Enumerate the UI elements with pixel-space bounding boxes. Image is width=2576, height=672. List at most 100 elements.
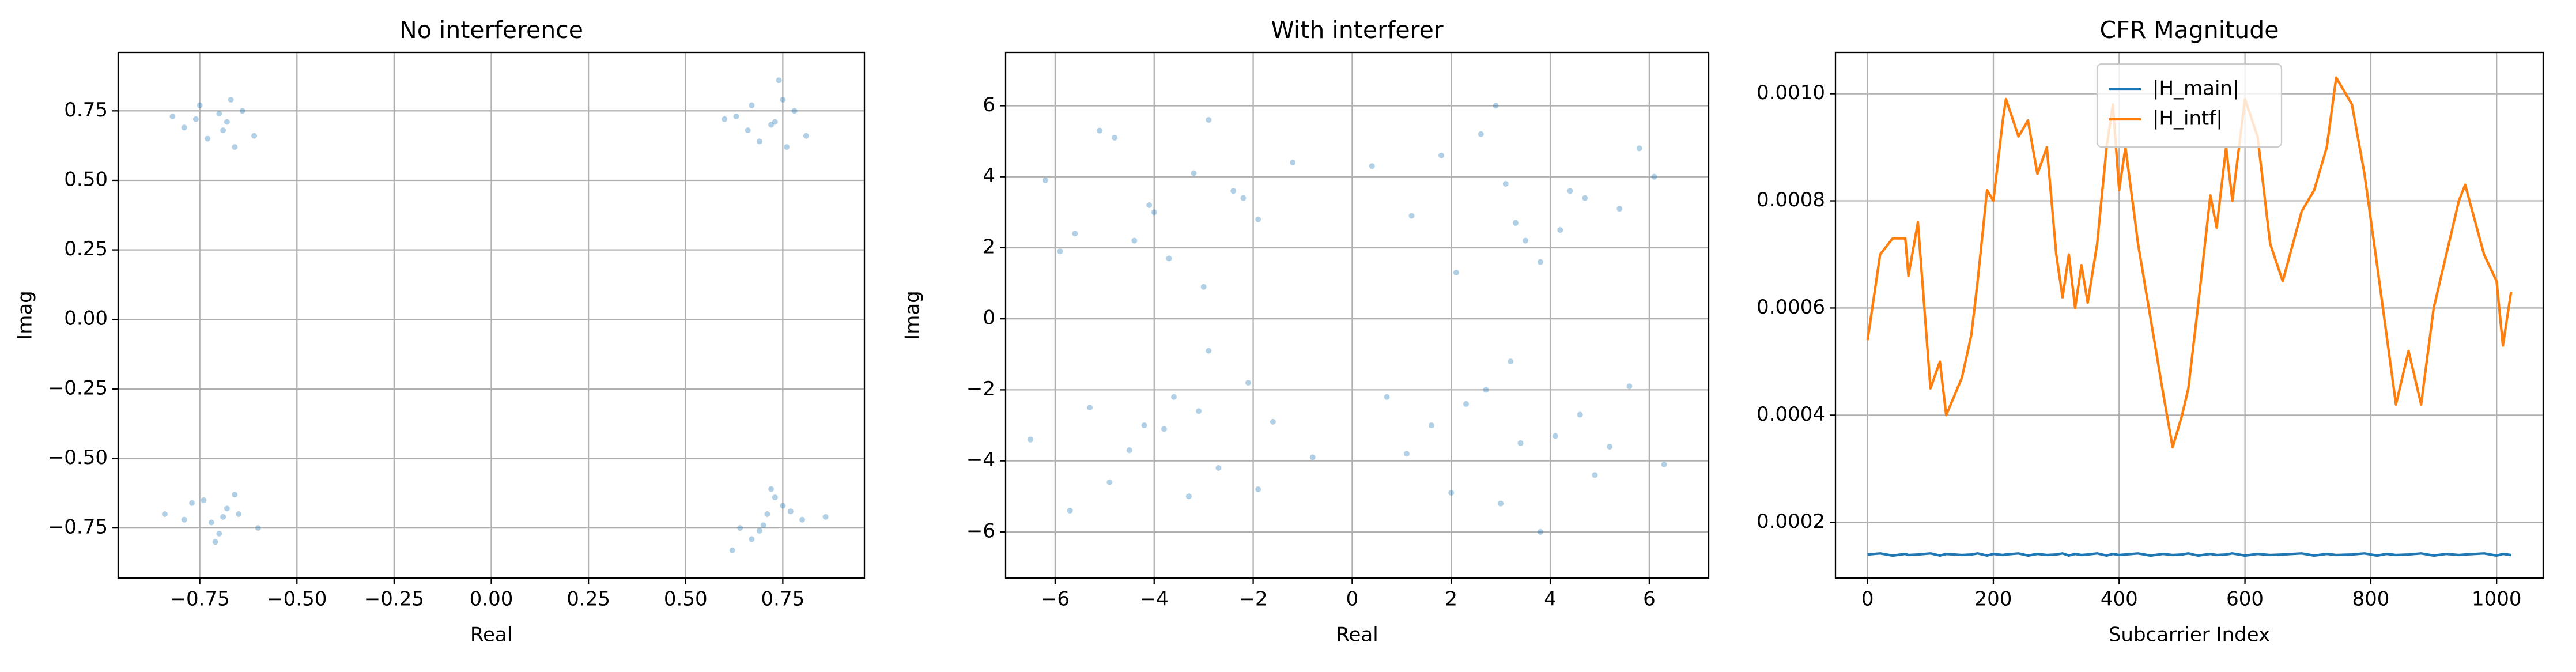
scatter-point: [216, 111, 222, 117]
x-tick-label: 600: [2226, 588, 2264, 611]
x-tick-label: 0.00: [470, 588, 513, 611]
y-tick-label: 0.25: [64, 237, 108, 261]
scatter-point: [232, 144, 238, 150]
scatter-point: [208, 519, 214, 526]
scatter-point: [216, 530, 222, 537]
y-tick-label: 0.0002: [1757, 510, 1825, 533]
scatter-point: [220, 514, 226, 520]
subplot-title: CFR Magnitude: [2100, 16, 2279, 44]
y-tick-label: −2: [966, 377, 995, 401]
scatter-point: [1185, 493, 1192, 500]
y-tick-label: −6: [966, 519, 995, 542]
y-tick-label: −0.50: [48, 446, 108, 469]
x-tick-label: −4: [1140, 588, 1169, 611]
line-series: [1866, 76, 2513, 449]
scatter-point: [1478, 131, 1484, 137]
scatter-point: [787, 508, 794, 515]
scatter-point: [1171, 394, 1177, 400]
scatter-point: [772, 494, 778, 501]
y-tick-label: 0.50: [64, 168, 108, 191]
scatter-point: [201, 497, 207, 503]
scatter-point: [1106, 479, 1113, 485]
scatter-point: [236, 511, 242, 518]
scatter-point: [232, 492, 238, 498]
y-axis-label: Imag: [14, 290, 37, 340]
scatter-point: [1626, 383, 1633, 390]
scatter-point: [197, 102, 203, 108]
x-tick-label: 0: [1346, 588, 1359, 611]
scatter-point: [1141, 422, 1147, 429]
scatter-point: [212, 539, 218, 545]
scatter-point: [1523, 237, 1529, 244]
x-tick-label: −2: [1239, 588, 1268, 611]
scatter-point: [1245, 380, 1251, 386]
x-axis-label: Subcarrier Index: [2109, 624, 2270, 647]
scatter-point: [1206, 348, 1212, 354]
legend-label: |H_intf|: [2152, 107, 2223, 130]
scatter-point: [1577, 411, 1583, 418]
scatter-point: [228, 97, 234, 103]
scatter-point: [756, 138, 762, 145]
scatter-point: [1512, 220, 1519, 226]
scatter-point: [1408, 213, 1415, 219]
scatter-point: [1607, 444, 1613, 450]
axes-frame: [117, 51, 866, 579]
scatter-point: [768, 122, 775, 128]
scatter-point: [1403, 451, 1410, 457]
scatter-point: [772, 119, 778, 125]
scatter-point: [1502, 181, 1509, 187]
y-tick-label: 4: [983, 164, 995, 187]
y-tick-label: 0: [983, 307, 995, 330]
scatter-point: [192, 116, 199, 122]
y-axis-label: Imag: [901, 290, 924, 340]
y-tick-label: 0.0006: [1757, 296, 1825, 319]
scatter-point: [181, 516, 187, 523]
scatter-point: [822, 514, 829, 520]
scatter-point: [1240, 195, 1247, 201]
subplot-title: With interferer: [1271, 16, 1443, 44]
x-axis-label: Real: [1336, 624, 1378, 647]
scatter-point: [1166, 255, 1172, 262]
scatter-point: [768, 486, 775, 492]
x-tick-label: −0.50: [267, 588, 327, 611]
scatter-point: [1097, 127, 1103, 134]
scatter-point: [1215, 465, 1222, 471]
scatter-point: [1200, 284, 1207, 290]
scatter-point: [749, 102, 755, 108]
y-tick-label: 6: [983, 93, 995, 116]
scatter-point: [169, 113, 176, 119]
scatter-point: [1255, 216, 1261, 222]
scatter-point: [1498, 500, 1504, 507]
y-tick-label: −0.75: [48, 516, 108, 539]
scatter-point: [181, 124, 187, 131]
scatter-point: [1255, 486, 1261, 492]
y-tick-label: 0.00: [64, 307, 108, 330]
scatter-point: [1651, 173, 1657, 180]
scatter-point: [1087, 405, 1093, 411]
scatter-point: [1567, 188, 1573, 194]
scatter-point: [1438, 152, 1445, 158]
scatter-point: [760, 522, 766, 528]
x-tick-label: 800: [2352, 588, 2389, 611]
scatter-point: [1517, 440, 1524, 446]
scatter-point: [803, 133, 809, 139]
scatter-point: [224, 119, 230, 125]
scatter-point: [205, 135, 211, 142]
x-tick-label: 0.50: [664, 588, 708, 611]
scatter-point: [1616, 206, 1623, 212]
scatter-point: [1042, 177, 1048, 183]
scatter-point: [1463, 401, 1470, 407]
x-tick-label: 4: [1544, 588, 1557, 611]
scatter-point: [1483, 387, 1489, 393]
scatter-point: [1146, 202, 1153, 208]
y-tick-label: 0.0004: [1757, 403, 1825, 426]
scatter-point: [737, 525, 743, 531]
scatter-point: [1582, 195, 1588, 201]
scatter-point: [1067, 507, 1073, 514]
scatter-point: [1557, 227, 1563, 233]
scatter-point: [1027, 436, 1033, 443]
x-tick-label: 0.75: [761, 588, 805, 611]
scatter-point: [733, 113, 739, 119]
scatter-point: [749, 536, 755, 542]
